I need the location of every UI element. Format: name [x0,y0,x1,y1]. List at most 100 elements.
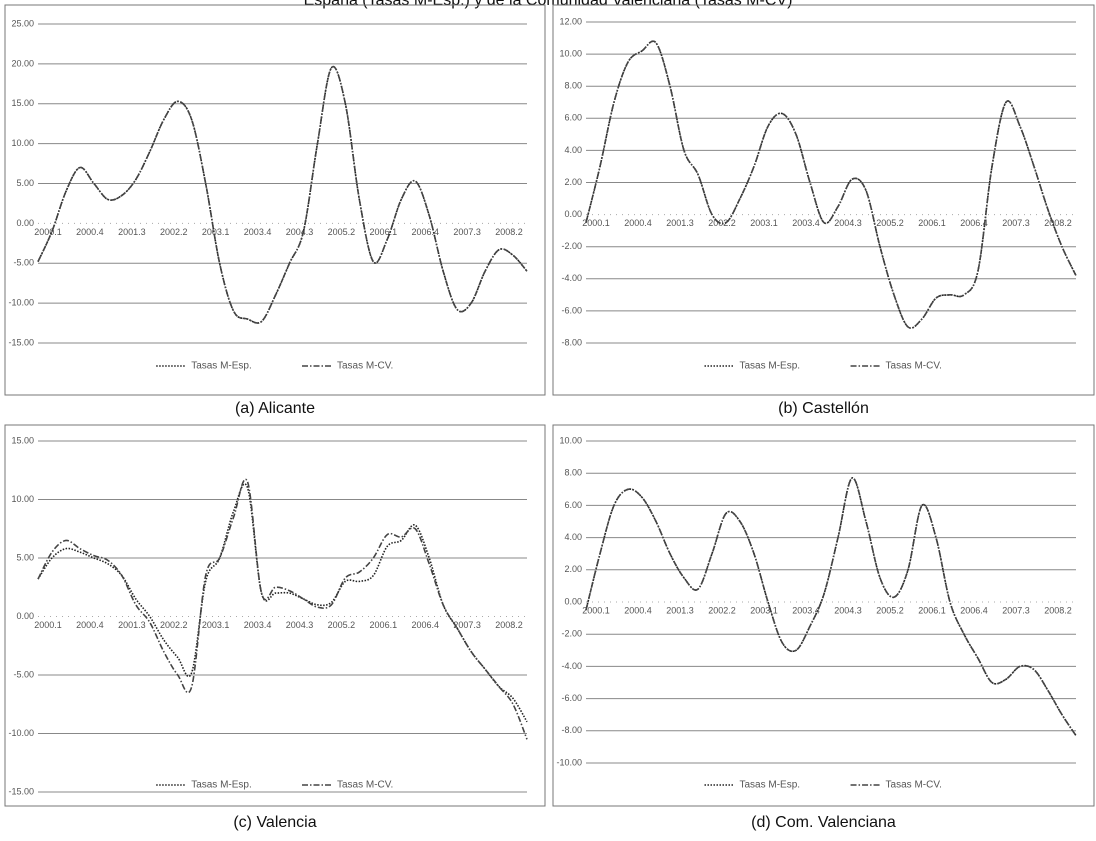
x-tick-label: 2000.4 [624,218,652,228]
x-tick-label: 2005.2 [328,227,356,237]
y-tick-label: 25.00 [11,18,34,28]
panel-frame [552,4,1095,396]
legend-label: Tasas M-Esp. [739,361,800,372]
y-tick-label: 15.00 [11,435,34,445]
series-line [37,478,528,740]
x-tick-label: 2004.3 [286,227,314,237]
x-tick-label: 2004.3 [834,218,862,228]
y-tick-label: -6.00 [561,305,582,315]
x-tick-label: 2000.4 [76,620,104,630]
x-tick-label: 2001.3 [118,620,146,630]
y-tick-label: -5.00 [13,669,34,679]
x-tick-label: 2006.4 [960,218,988,228]
x-tick-label: 2003.4 [244,620,272,630]
y-tick-label: 4.00 [564,145,582,155]
x-tick-label: 2007.3 [453,227,481,237]
x-tick-label: 2006.1 [370,620,398,630]
x-tick-label: 2003.4 [792,605,820,615]
x-tick-label: 2000.4 [624,605,652,615]
y-tick-label: -6.00 [561,693,582,703]
y-tick-label: 6.00 [564,500,582,510]
x-tick-label: 2003.1 [202,227,230,237]
x-tick-label: 2004.3 [834,605,862,615]
x-tick-label: 2002.2 [160,620,188,630]
y-tick-label: 6.00 [564,113,582,123]
y-tick-label: 10.00 [11,494,34,504]
panel-frame [4,4,546,396]
x-tick-label: 2003.4 [244,227,272,237]
legend-label: Tasas M-CV. [337,780,393,791]
y-tick-label: 8.00 [564,468,582,478]
panel-caption: (b) Castellón [778,400,869,417]
x-tick-label: 2007.3 [453,620,481,630]
x-tick-label: 2008.2 [1044,605,1072,615]
y-tick-label: 15.00 [11,98,34,108]
y-tick-label: 10.00 [11,138,34,148]
x-tick-label: 2007.3 [1002,605,1030,615]
x-tick-label: 2003.1 [750,605,778,615]
y-tick-label: 2.00 [564,177,582,187]
x-tick-label: 2000.1 [34,620,62,630]
y-tick-label: -4.00 [561,273,582,283]
x-tick-label: 2005.2 [328,620,356,630]
x-tick-label: 2008.2 [495,620,523,630]
x-tick-label: 2006.1 [918,605,946,615]
x-tick-label: 2002.2 [160,227,188,237]
legend-label: Tasas M-CV. [337,361,393,372]
x-tick-label: 2006.1 [370,227,398,237]
series-line [585,40,1077,329]
y-tick-label: -5.00 [13,258,34,268]
series-line [37,483,528,723]
legend-label: Tasas M-CV. [886,361,942,372]
panel-frame [552,424,1095,807]
y-tick-label: 20.00 [11,58,34,68]
y-tick-label: 5.00 [16,552,34,562]
page-title: España (Tasas M-Esp.) y de la Comunidad … [304,0,793,9]
series-line [585,40,1077,329]
x-tick-label: 2003.4 [792,218,820,228]
legend-label: Tasas M-Esp. [739,780,800,791]
panel-frame [4,424,546,807]
x-tick-label: 2006.4 [411,227,439,237]
y-tick-label: 2.00 [564,564,582,574]
series-line [37,65,528,324]
x-tick-label: 2003.1 [750,218,778,228]
y-tick-label: 0.00 [16,611,34,621]
y-tick-label: -8.00 [561,337,582,347]
y-tick-label: -4.00 [561,661,582,671]
y-tick-label: -15.00 [8,337,34,347]
x-tick-label: 2006.1 [918,218,946,228]
y-tick-label: 8.00 [564,81,582,91]
x-tick-label: 2007.3 [1002,218,1030,228]
series-line [37,65,528,324]
legend-label: Tasas M-Esp. [191,780,252,791]
panel-caption: (c) Valencia [233,814,316,831]
series-line [585,477,1077,737]
y-tick-label: -2.00 [561,241,582,251]
y-tick-label: 4.00 [564,532,582,542]
x-tick-label: 2005.2 [876,605,904,615]
x-tick-label: 2001.3 [666,218,694,228]
y-tick-label: -2.00 [561,629,582,639]
x-tick-label: 2008.2 [495,227,523,237]
x-tick-label: 2000.1 [582,218,610,228]
x-tick-label: 2005.2 [876,218,904,228]
x-tick-label: 2002.2 [708,605,736,615]
legend-label: Tasas M-CV. [886,780,942,791]
x-tick-label: 2000.1 [34,227,62,237]
x-tick-label: 2000.4 [76,227,104,237]
legend-label: Tasas M-Esp. [191,361,252,372]
x-tick-label: 2001.3 [666,605,694,615]
x-tick-label: 2006.4 [411,620,439,630]
y-tick-label: 0.00 [564,209,582,219]
y-tick-label: -15.00 [8,786,34,796]
y-tick-label: -10.00 [8,298,34,308]
x-tick-label: 2004.3 [286,620,314,630]
panel-caption: (a) Alicante [235,400,315,417]
series-line [585,477,1077,737]
panel-caption: (d) Com. Valenciana [751,814,896,831]
y-tick-label: 10.00 [559,435,582,445]
y-tick-label: -8.00 [561,725,582,735]
x-tick-label: 2006.4 [960,605,988,615]
